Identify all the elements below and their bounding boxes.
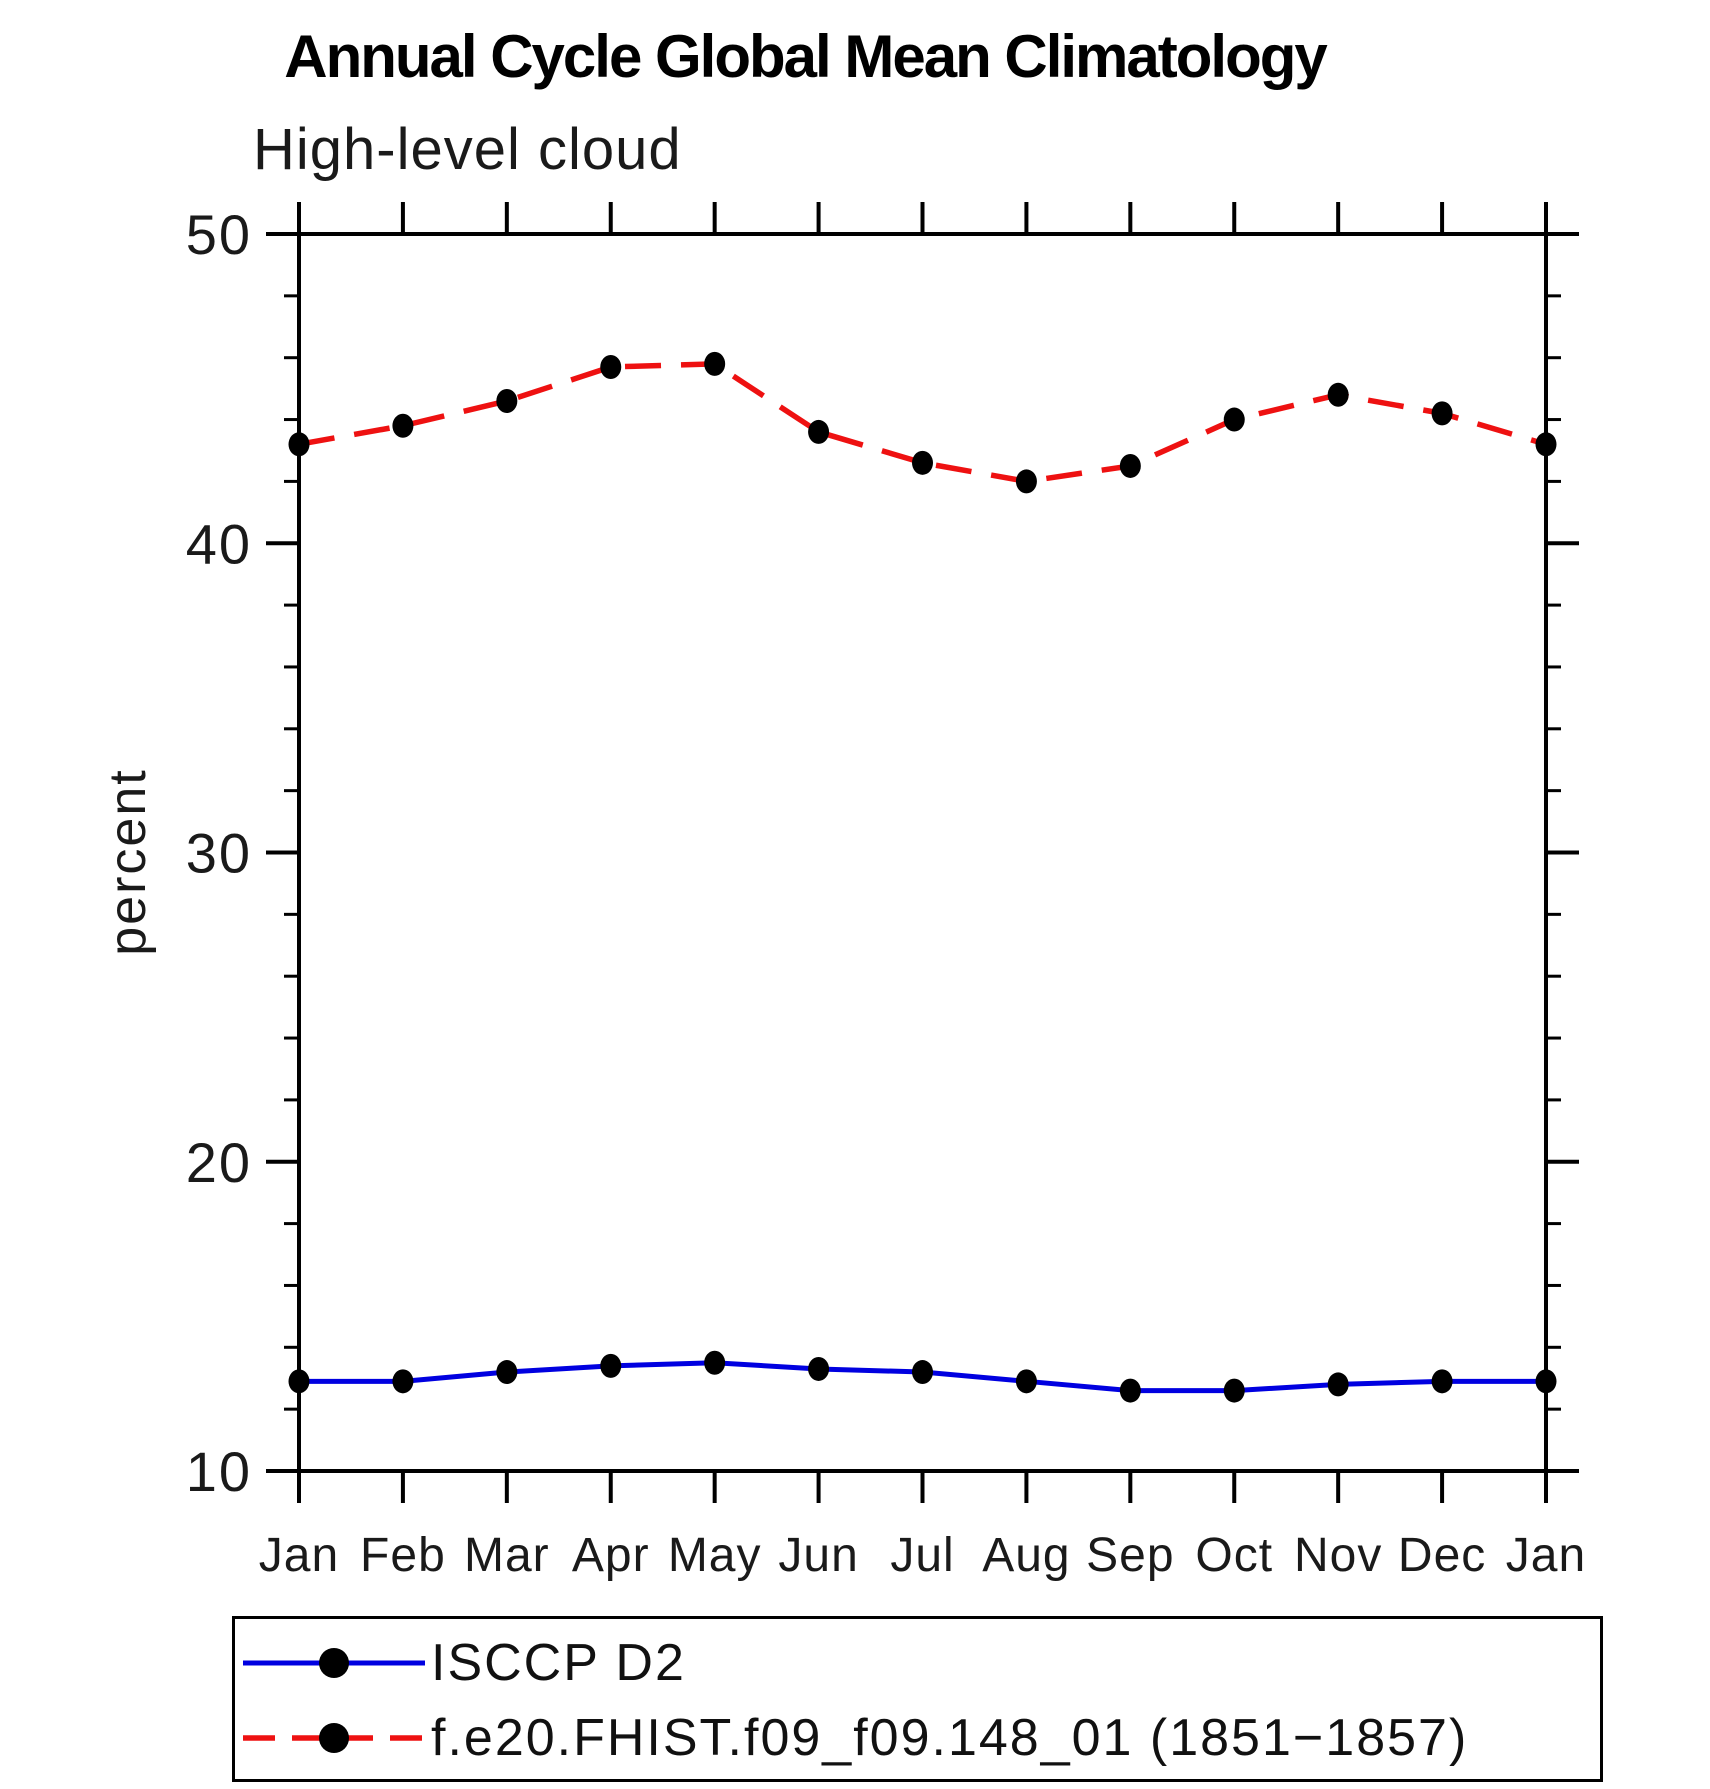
data-point-marker [1327,1372,1349,1397]
legend-label-isccp-d2: ISCCP D2 [431,1634,686,1692]
data-point-marker [1535,432,1557,457]
data-point-marker [496,388,518,413]
x-tick-label-jun: Jun [778,1529,859,1582]
data-point-marker [600,354,622,379]
x-tick-label-mar: Mar [463,1529,550,1582]
data-point-marker [1431,401,1453,426]
x-tick-label-apr: Apr [571,1529,650,1582]
x-tick-label-nov: Nov [1293,1529,1383,1582]
legend-entry-isccp-d2: ISCCP D2 [239,1634,686,1692]
data-point-marker [704,1350,726,1375]
data-point-marker [1119,453,1141,478]
axis-frame [297,232,1548,1473]
data-point-marker [808,419,830,444]
x-tick-label-sep: Sep [1086,1529,1175,1582]
data-point-marker [600,1353,622,1378]
data-point-marker [808,1356,830,1381]
data-point-marker [1119,1378,1141,1403]
x-tick-label-jul: Jul [890,1529,955,1582]
data-point-marker [1223,1378,1245,1403]
y-tick-label-30: 30 [186,822,252,885]
data-point-marker [392,1369,414,1394]
legend-box: ISCCP D2 f.e20.FHIST.f09_f09.148_01 (185… [232,1616,1603,1782]
y-tick-label-50: 50 [186,203,252,266]
chart-subtitle: High-level cloud [253,117,682,182]
x-tick-label-dec: Dec [1397,1529,1487,1582]
data-point-marker [1535,1369,1557,1394]
data-point-marker [912,450,933,475]
data-point-marker [912,1360,933,1385]
y-tick-label-10: 10 [186,1440,252,1503]
y-tick-label-20: 20 [186,1131,252,1194]
data-point-marker [1015,469,1037,494]
data-point-marker [392,413,414,438]
legend-marker-dot [319,1723,349,1753]
legend-entry-model-run: f.e20.FHIST.f09_f09.148_01 (1851−1857) [239,1709,1468,1767]
x-tick-label-feb: Feb [360,1529,446,1582]
data-point-marker [1223,407,1245,432]
x-tick-label-jan: Jan [258,1529,340,1582]
data-point-marker [288,1369,310,1394]
data-point-marker [1327,382,1349,407]
x-tick-label-oct: Oct [1195,1529,1274,1582]
x-tick-label-may: May [667,1529,762,1582]
data-point-marker [496,1360,518,1385]
data-point-marker [704,351,726,376]
data-point-marker [1015,1369,1037,1394]
x-tick-label-jan-2: Jan [1505,1529,1587,1582]
legend-label-model-run: f.e20.FHIST.f09_f09.148_01 (1851−1857) [431,1709,1469,1767]
chart-title: Annual Cycle Global Mean Climatology [284,23,1328,90]
data-point-marker [288,432,310,457]
data-point-marker [1431,1369,1453,1394]
x-tick-label-aug: Aug [982,1529,1071,1582]
y-tick-label-40: 40 [186,512,252,575]
legend-sample-solid-line [243,1648,425,1678]
legend-marker-dot [319,1648,349,1678]
legend-sample-dashed-line [243,1723,425,1753]
